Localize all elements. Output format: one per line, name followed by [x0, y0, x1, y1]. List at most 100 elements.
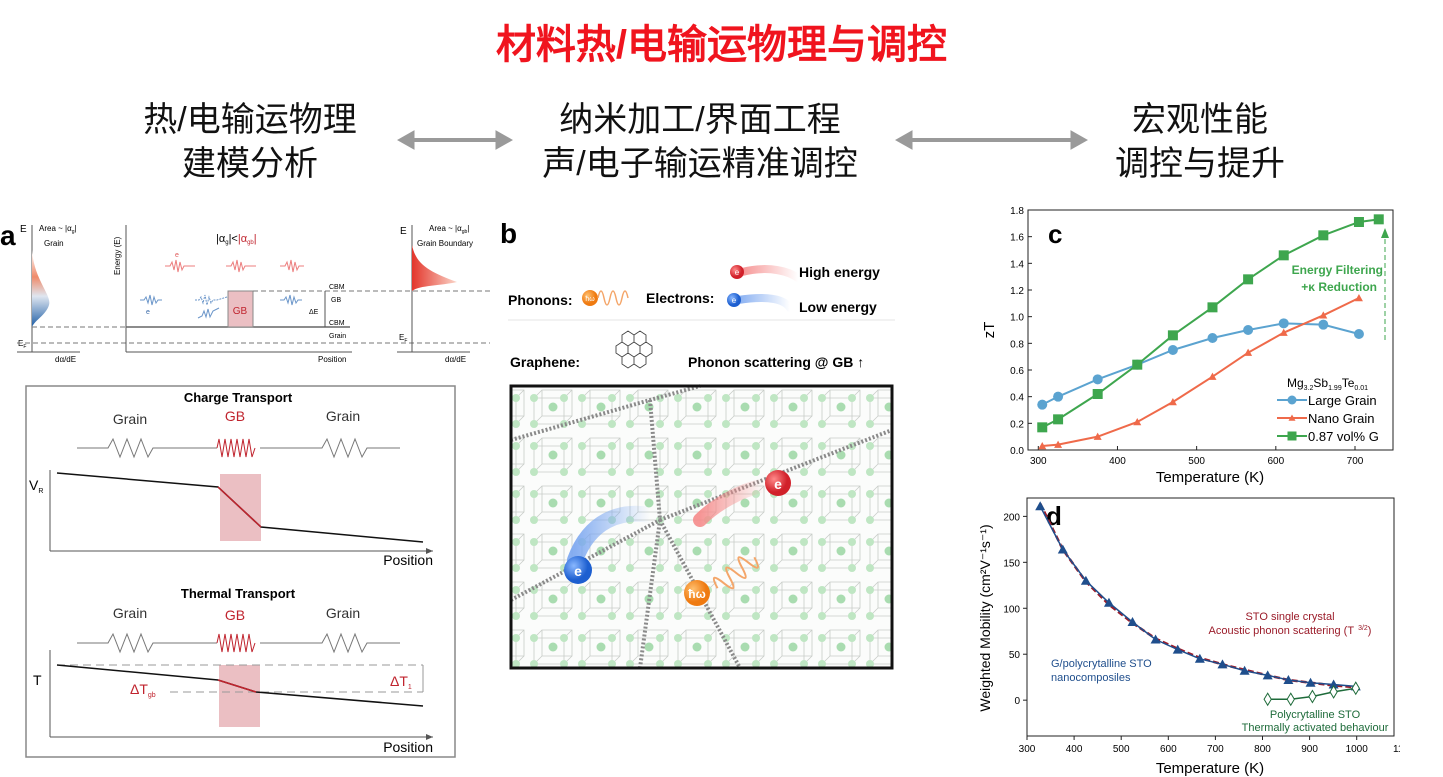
position-label: Position	[318, 355, 346, 364]
x-tick-label: 300	[1030, 456, 1047, 467]
x-tick-label: 900	[1301, 744, 1318, 755]
data-point	[1239, 665, 1250, 675]
gb-box-label: GB	[233, 306, 248, 317]
area-gb-label: Area ~ |αgb|	[429, 224, 469, 235]
legend-title-part: Mg	[1287, 376, 1304, 390]
series-0-87-vol-g	[1037, 214, 1384, 433]
panel-d-label: d	[1046, 501, 1062, 531]
legend-swatch-marker	[1287, 431, 1297, 441]
double-arrows	[396, 130, 1089, 150]
y-tick-label: 0.6	[1010, 366, 1024, 377]
annotation-energy-filtering: Energy Filtering	[1292, 263, 1383, 277]
high-energy-electron-icon	[765, 470, 791, 496]
position-label: Position	[383, 552, 433, 568]
electron-symbol: e	[732, 296, 737, 305]
delta-t-gb-label: ΔTgb	[130, 681, 156, 699]
gb-label: GB	[331, 297, 341, 304]
grain-right-label: Grain	[326, 408, 360, 424]
alpha-comparison: |αg|<|αgb|	[216, 233, 257, 246]
data-point	[1035, 501, 1046, 511]
low-energy-electron-icon	[564, 556, 592, 584]
plot-frame	[1026, 497, 1395, 737]
y-tick-label: 1.0	[1010, 313, 1024, 324]
charge-transport-title: Charge Transport	[184, 390, 293, 405]
data-point	[1054, 440, 1063, 448]
annotation-acoustic-phonon: Acoustic phonon scattering (T 3/2)	[1209, 625, 1372, 637]
legend-label: Nano Grain	[1308, 411, 1374, 426]
y-tick-label: 1.8	[1010, 206, 1024, 217]
x-tick-label: 600	[1267, 456, 1284, 467]
high-energy-label: High energy	[799, 264, 880, 280]
x-axis-label: Temperature (K)	[1156, 469, 1264, 486]
phonon-wave-icon	[597, 290, 629, 306]
grain-band-label: Grain	[329, 333, 346, 340]
phonon-icon	[582, 290, 598, 306]
x-tick-label: 1100	[1393, 744, 1400, 755]
data-point	[1279, 328, 1288, 336]
gb-resistor-icon	[216, 438, 256, 458]
graphene-label: Graphene:	[510, 354, 580, 370]
annotation-part: )	[1368, 625, 1372, 637]
thermal-transport: Thermal Transport Grain GB Grain T ΔTgb …	[33, 586, 433, 755]
legend-swatch-marker	[1287, 395, 1297, 405]
x-tick-label: 800	[1254, 744, 1271, 755]
ef-left-label: EF	[18, 339, 26, 350]
t-axis-label: T	[33, 672, 42, 688]
heading-nanofab-line2: 声/电子输运精准调控	[542, 145, 858, 183]
annotation-composite-2: nanocomposiles	[1051, 672, 1131, 684]
y-tick-label: 0.2	[1010, 419, 1024, 430]
data-point	[1373, 214, 1384, 225]
x-tick-label: 600	[1160, 744, 1177, 755]
annotation-part: Acoustic phonon scattering (T	[1209, 625, 1355, 637]
legend-title-part: Sb	[1313, 376, 1328, 390]
panel-b-label: b	[500, 218, 517, 249]
grain-boundary-label: Grain Boundary	[417, 239, 473, 248]
delta-t1-label: ΔT1	[390, 673, 412, 691]
data-point	[1319, 311, 1328, 319]
grain-resistor-icon	[77, 632, 217, 654]
gb-barrier	[227, 290, 254, 328]
data-point	[1278, 318, 1289, 329]
low-energy-label: Low energy	[799, 299, 877, 315]
cbm-gb-label: CBM	[329, 284, 345, 291]
y-tick-label: 1.6	[1010, 233, 1024, 244]
x-tick-label: 500	[1113, 744, 1130, 755]
double-arrow-icon	[396, 130, 514, 150]
panel-b: b e High energy Phonons: ħω Electrons: e…	[500, 218, 895, 670]
data-point	[1217, 659, 1228, 669]
series-polycrytalline-sto	[1263, 681, 1360, 707]
ef-right-label: EF	[399, 333, 407, 344]
data-point	[1354, 294, 1363, 302]
delta-e-label: ΔE	[309, 309, 319, 316]
data-point	[1207, 333, 1218, 343]
data-point	[1194, 653, 1205, 663]
x-tick-label: 1000	[1346, 744, 1369, 755]
data-point	[1037, 422, 1048, 433]
double-arrow-icon	[894, 130, 1089, 150]
data-point	[1167, 330, 1178, 341]
y-axis-label: zT	[981, 322, 998, 339]
legend-item: 0.87 vol% G	[1277, 429, 1379, 444]
data-point	[1103, 597, 1114, 607]
cbm-grain-label: CBM	[329, 320, 345, 327]
phonon-symbol: ħω	[688, 587, 705, 601]
data-point	[1167, 345, 1178, 355]
legend-title-part: 1.99	[1328, 385, 1342, 392]
data-point	[1057, 544, 1068, 554]
x-tick-label: 500	[1188, 456, 1205, 467]
high-energy-trail	[738, 265, 802, 282]
grain-left-label: Grain	[113, 605, 147, 621]
e-axis-right-label: E	[400, 226, 407, 237]
data-point	[1328, 679, 1339, 689]
annotation-single-crystal: STO single crystal	[1245, 611, 1334, 623]
phonon-icon	[684, 580, 710, 606]
y-tick-label: 50	[1009, 650, 1021, 661]
electron-trail-blue	[567, 505, 658, 568]
vr-axis-label: VR	[29, 477, 43, 495]
slide-title: 材料热/电输运物理与调控	[495, 23, 948, 67]
legend-title: Mg3.2Sb1.99Te0.01	[1287, 376, 1368, 392]
heading-performance-line1: 宏观性能	[1132, 101, 1268, 139]
grain-dos-lobe	[32, 250, 50, 327]
x-tick-label: 400	[1109, 456, 1126, 467]
data-point	[1318, 319, 1329, 330]
